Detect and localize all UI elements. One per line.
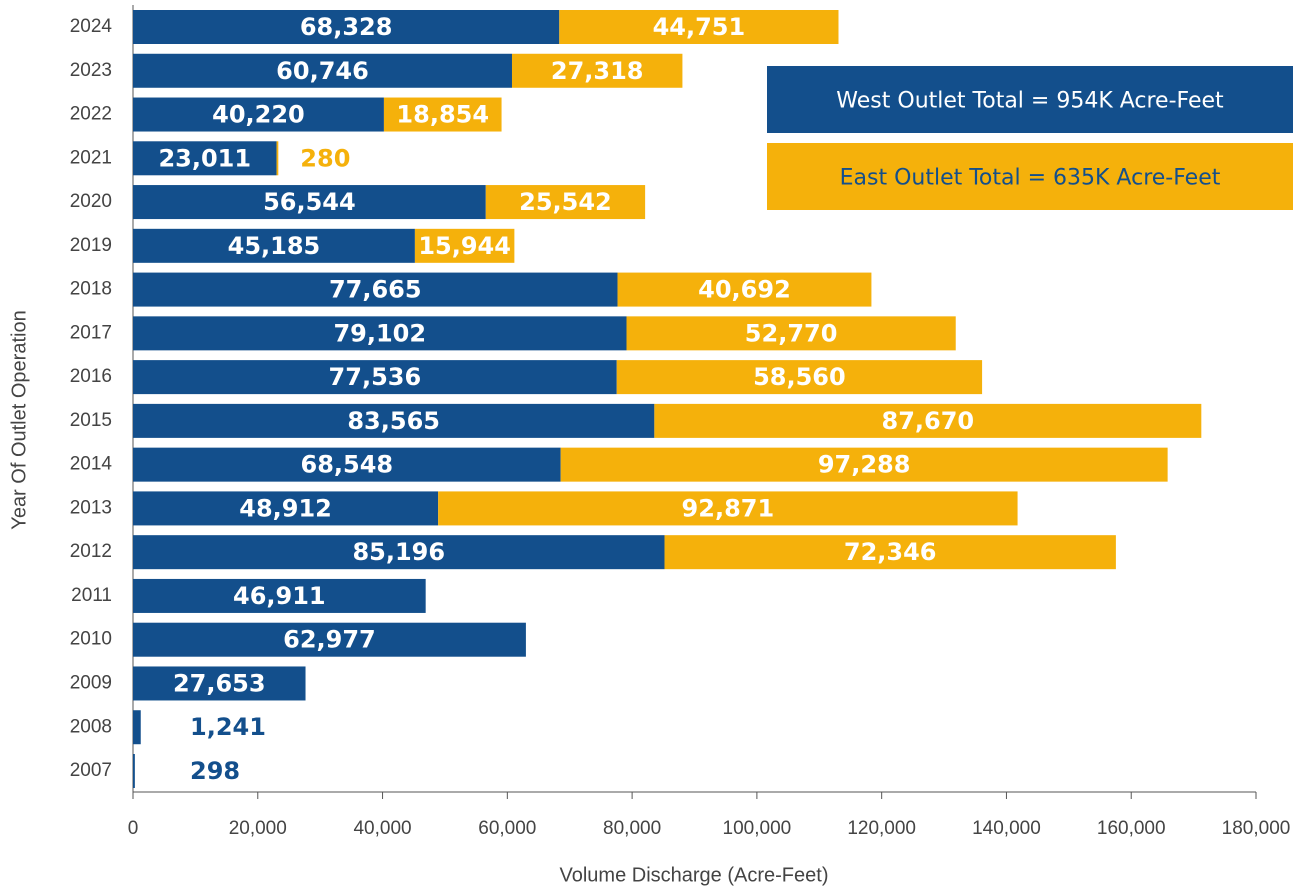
bar bbox=[133, 535, 665, 570]
value-label: 15,944 bbox=[418, 232, 511, 260]
y-tick-label: 2010 bbox=[70, 629, 112, 650]
y-tick-label: 2016 bbox=[70, 366, 112, 387]
x-tick-label: 140,000 bbox=[972, 818, 1041, 839]
bar bbox=[133, 360, 617, 395]
bar bbox=[616, 360, 983, 395]
value-label: 48,912 bbox=[239, 494, 332, 522]
value-label: 40,220 bbox=[212, 101, 305, 129]
y-tick-label: 2014 bbox=[70, 454, 113, 475]
bar bbox=[133, 53, 512, 88]
value-label: 44,751 bbox=[653, 13, 746, 41]
bar bbox=[133, 710, 141, 745]
bar bbox=[133, 578, 426, 613]
legend-box bbox=[767, 143, 1293, 210]
bar bbox=[133, 754, 135, 788]
y-tick-label: 2009 bbox=[70, 672, 112, 693]
bar bbox=[560, 447, 1168, 482]
value-label: 298 bbox=[190, 757, 240, 785]
y-tick-label: 2024 bbox=[70, 16, 113, 37]
x-tick-label: 100,000 bbox=[723, 818, 792, 839]
bar bbox=[414, 228, 515, 263]
value-label: 83,565 bbox=[347, 407, 440, 435]
bar bbox=[133, 10, 560, 44]
value-label: 97,288 bbox=[818, 451, 911, 479]
value-label: 58,560 bbox=[753, 363, 846, 391]
value-label: 87,670 bbox=[882, 407, 975, 435]
bar bbox=[133, 141, 277, 176]
y-tick-label: 2022 bbox=[70, 104, 112, 125]
bar bbox=[133, 316, 627, 351]
value-label: 68,328 bbox=[300, 13, 393, 41]
bar bbox=[133, 447, 561, 482]
y-tick-label: 2015 bbox=[70, 410, 112, 431]
value-label: 79,102 bbox=[333, 319, 426, 347]
x-tick-label: 60,000 bbox=[478, 818, 536, 839]
value-label: 40,692 bbox=[698, 276, 791, 304]
legend-label: East Outlet Total = 635K Acre-Feet bbox=[840, 166, 1221, 191]
x-tick-label: 80,000 bbox=[603, 818, 661, 839]
y-tick-label: 2021 bbox=[70, 147, 112, 168]
x-tick-label: 180,000 bbox=[1222, 818, 1291, 839]
value-label: 46,911 bbox=[233, 582, 326, 610]
y-tick-label: 2017 bbox=[70, 322, 112, 343]
value-label: 23,011 bbox=[158, 144, 251, 172]
value-label: 72,346 bbox=[844, 538, 937, 566]
bar bbox=[133, 666, 306, 701]
value-label: 280 bbox=[300, 144, 350, 172]
bar bbox=[511, 53, 683, 88]
y-tick-label: 2008 bbox=[70, 716, 112, 737]
y-tick-label: 2018 bbox=[70, 279, 112, 300]
y-tick-label: 2023 bbox=[70, 60, 112, 81]
x-tick-label: 20,000 bbox=[229, 818, 287, 839]
y-axis-label: Year Of Outlet Operation bbox=[8, 310, 30, 529]
bar bbox=[654, 403, 1202, 438]
value-label: 27,653 bbox=[173, 669, 266, 697]
y-tick-label: 2007 bbox=[70, 760, 112, 781]
value-label: 25,542 bbox=[519, 188, 612, 216]
bar bbox=[133, 272, 618, 307]
value-label: 60,746 bbox=[276, 57, 369, 85]
value-label: 77,536 bbox=[329, 363, 422, 391]
value-label: 52,770 bbox=[745, 319, 838, 347]
value-label: 85,196 bbox=[352, 538, 445, 566]
bar bbox=[133, 622, 526, 657]
y-tick-label: 2019 bbox=[70, 235, 112, 256]
y-tick-label: 2020 bbox=[70, 191, 112, 212]
legend-box bbox=[767, 66, 1293, 133]
bar bbox=[626, 316, 956, 351]
value-label: 45,185 bbox=[228, 232, 321, 260]
bar bbox=[133, 403, 655, 438]
x-tick-label: 120,000 bbox=[847, 818, 916, 839]
x-tick-label: 40,000 bbox=[353, 818, 411, 839]
bar bbox=[438, 491, 1018, 526]
y-tick-label: 2012 bbox=[70, 541, 112, 562]
value-label: 77,665 bbox=[329, 276, 422, 304]
x-axis-label: Volume Discharge (Acre-Feet) bbox=[560, 864, 829, 886]
value-label: 62,977 bbox=[283, 626, 376, 654]
y-tick-label: 2013 bbox=[70, 497, 112, 518]
y-tick-label: 2011 bbox=[71, 585, 112, 606]
value-label: 56,544 bbox=[263, 188, 356, 216]
bar bbox=[383, 97, 502, 132]
bar bbox=[133, 185, 486, 220]
x-tick-label: 160,000 bbox=[1097, 818, 1166, 839]
bar bbox=[276, 141, 279, 176]
bar bbox=[133, 97, 384, 132]
bar bbox=[133, 491, 439, 526]
value-label: 68,548 bbox=[301, 451, 394, 479]
bar bbox=[559, 10, 839, 44]
x-tick-label: 0 bbox=[128, 818, 139, 839]
value-label: 18,854 bbox=[396, 101, 489, 129]
bar bbox=[133, 228, 415, 263]
bar bbox=[664, 535, 1116, 570]
value-label: 92,871 bbox=[682, 494, 775, 522]
value-label: 1,241 bbox=[190, 713, 266, 741]
value-label: 27,318 bbox=[551, 57, 644, 85]
legend-label: West Outlet Total = 954K Acre-Feet bbox=[836, 89, 1224, 114]
bar bbox=[485, 185, 646, 220]
bar bbox=[617, 272, 872, 307]
